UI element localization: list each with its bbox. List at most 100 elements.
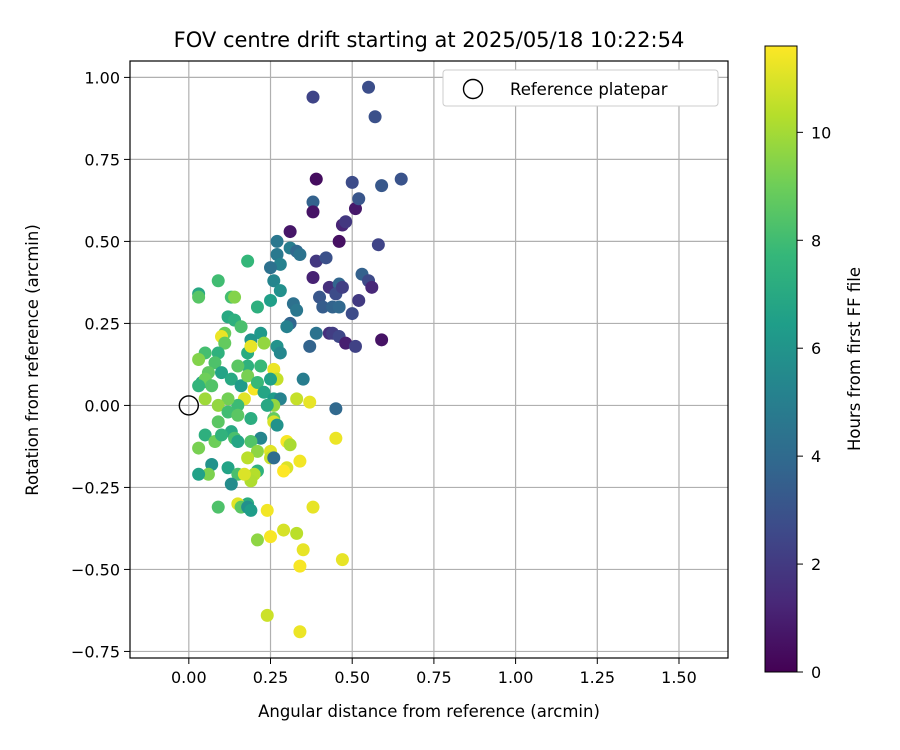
y-tick-label: 1.00 (84, 68, 120, 87)
data-point (221, 405, 235, 419)
data-point (267, 451, 281, 465)
x-tick-label: 0.25 (253, 668, 289, 687)
data-point (211, 398, 225, 412)
data-point (290, 526, 304, 540)
legend-label: Reference platepar (510, 80, 668, 99)
x-tick-label: 0.50 (334, 668, 370, 687)
data-point (192, 290, 206, 304)
data-point (211, 415, 225, 429)
data-point (214, 428, 228, 442)
data-point (273, 284, 287, 298)
data-point (244, 339, 258, 353)
data-point (332, 234, 346, 248)
data-point (332, 300, 346, 314)
plot-frame (129, 60, 729, 659)
legend-marker-icon (462, 78, 484, 100)
data-point (254, 326, 268, 340)
data-point (241, 359, 255, 373)
data-point (306, 195, 320, 209)
data-point (234, 379, 248, 393)
data-point (264, 372, 278, 386)
data-point (329, 431, 343, 445)
data-point (306, 500, 320, 514)
x-tick-label: 0.75 (416, 668, 452, 687)
data-point (375, 333, 389, 347)
x-axis-ticks: 0.00 0.25 0.50 0.75 1.00 1.25 1.50 (171, 658, 697, 687)
y-axis-label: Rotation from reference (arcmin) (23, 224, 42, 496)
data-point (375, 179, 389, 193)
data-point (205, 457, 219, 471)
x-tick-label: 0.00 (171, 668, 207, 687)
data-point (267, 362, 281, 376)
colorbar-tick-label: 4 (811, 447, 821, 466)
data-point (244, 503, 258, 517)
data-point (368, 110, 382, 124)
data-point (277, 523, 291, 537)
data-point (335, 280, 349, 294)
data-point (283, 225, 297, 239)
data-point (283, 438, 297, 452)
data-point (264, 293, 278, 307)
data-point (270, 248, 284, 262)
data-point (231, 435, 245, 449)
x-tick-label: 1.00 (498, 668, 534, 687)
data-point (316, 300, 330, 314)
data-point (234, 320, 248, 334)
data-point (231, 359, 245, 373)
data-point (250, 444, 264, 458)
data-point (303, 339, 317, 353)
data-point (352, 293, 366, 307)
x-tick-label: 1.25 (579, 668, 615, 687)
data-point (306, 270, 320, 284)
data-point (228, 290, 242, 304)
data-point (192, 441, 206, 455)
data-point (270, 418, 284, 432)
data-point (260, 608, 274, 622)
data-point (218, 336, 232, 350)
data-point (313, 290, 327, 304)
data-point (270, 234, 284, 248)
x-axis-label: Angular distance from reference (arcmin) (258, 702, 600, 721)
data-point (309, 254, 323, 268)
data-point (211, 274, 225, 288)
data-point (192, 353, 206, 366)
data-point (290, 392, 304, 406)
chart-title: FOV centre drift starting at 2025/05/18 … (174, 28, 685, 52)
data-point (293, 625, 307, 639)
data-point (273, 346, 287, 360)
data-point (394, 172, 408, 186)
data-point (264, 530, 278, 544)
data-point (303, 395, 317, 409)
data-point (339, 215, 353, 229)
data-point (257, 336, 271, 350)
colorbar-tick-label: 0 (811, 663, 821, 682)
data-point (198, 428, 212, 442)
data-point (260, 503, 274, 517)
data-point (244, 435, 258, 449)
y-tick-label: −0.25 (71, 478, 120, 497)
data-point (335, 553, 349, 567)
data-point (290, 303, 304, 317)
data-point (362, 80, 376, 94)
plot-area (130, 61, 728, 658)
data-point (273, 257, 287, 271)
y-tick-label: 0.75 (84, 150, 120, 169)
data-point (348, 202, 362, 216)
colorbar-tick-label: 2 (811, 555, 821, 574)
data-point (257, 385, 271, 399)
y-tick-label: 0.25 (84, 314, 120, 333)
data-point (224, 372, 238, 386)
data-point (241, 369, 255, 383)
data-point (345, 307, 359, 321)
data-point (237, 467, 251, 481)
data-point (293, 248, 307, 262)
data-point (306, 205, 320, 219)
data-point (231, 398, 245, 412)
reference-platepar-marker (178, 395, 200, 416)
data-point (205, 379, 219, 393)
legend-box (442, 69, 719, 107)
data-point (293, 559, 307, 573)
data-point (309, 326, 323, 340)
data-point (198, 392, 212, 406)
